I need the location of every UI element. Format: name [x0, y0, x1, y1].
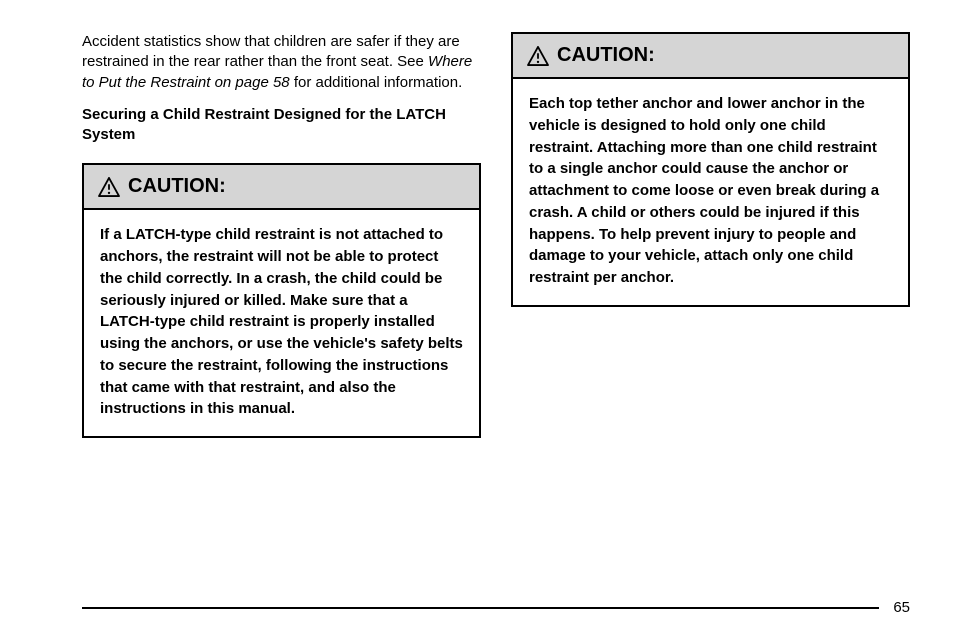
caution-box-right: CAUTION: Each top tether anchor and lowe…	[511, 32, 910, 307]
caution-header: CAUTION:	[84, 165, 479, 210]
intro-text-post: for additional information.	[290, 74, 463, 91]
caution-label: CAUTION:	[128, 175, 226, 198]
caution-box-left: CAUTION: If a LATCH-type child restraint…	[82, 163, 481, 438]
caution-body-text: Each top tether anchor and lower anchor …	[513, 79, 908, 305]
caution-header: CAUTION:	[513, 34, 908, 79]
page-footer: 65	[82, 589, 910, 616]
intro-text-pre: Accident statistics show that children a…	[82, 33, 460, 70]
section-subheading: Securing a Child Restraint Designed for …	[82, 105, 481, 146]
page-number: 65	[893, 599, 910, 616]
warning-triangle-icon	[98, 177, 120, 197]
right-column: CAUTION: Each top tether anchor and lowe…	[511, 32, 910, 589]
intro-paragraph: Accident statistics show that children a…	[82, 32, 481, 93]
content-columns: Accident statistics show that children a…	[82, 32, 910, 589]
left-column: Accident statistics show that children a…	[82, 32, 481, 589]
warning-triangle-icon	[527, 46, 549, 66]
caution-body-text: If a LATCH-type child restraint is not a…	[84, 210, 479, 436]
page: Accident statistics show that children a…	[0, 0, 954, 636]
footer-rule	[82, 607, 879, 609]
caution-label: CAUTION:	[557, 44, 655, 67]
